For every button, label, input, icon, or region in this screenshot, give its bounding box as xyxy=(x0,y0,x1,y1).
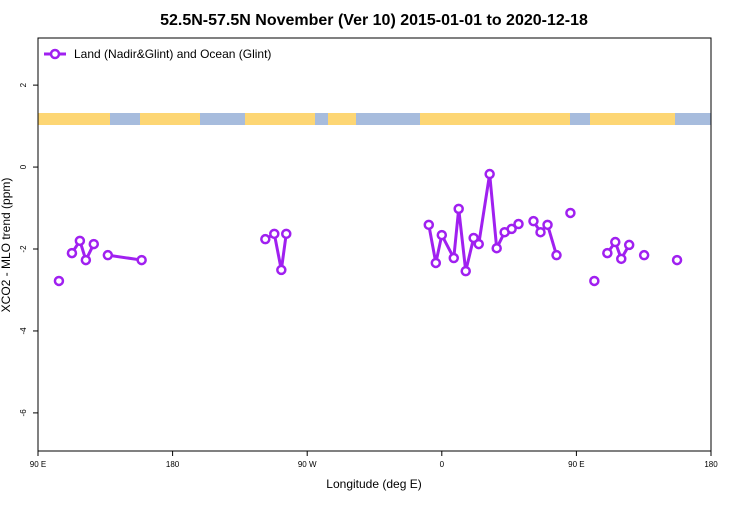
data-point xyxy=(102,249,114,261)
data-point xyxy=(551,249,562,261)
land-band xyxy=(245,113,315,125)
data-point xyxy=(66,247,78,259)
data-point xyxy=(88,238,100,250)
series-line xyxy=(72,174,677,271)
data-point xyxy=(589,275,600,287)
data-point xyxy=(623,239,635,251)
data-point xyxy=(491,242,502,254)
data-point xyxy=(136,254,147,266)
x-tick-label: 0 xyxy=(440,460,445,469)
legend-label: Land (Nadir&Glint) and Ocean (Glint) xyxy=(74,47,271,61)
y-tick-label: -4 xyxy=(19,327,28,335)
data-point xyxy=(565,207,576,219)
data-point xyxy=(80,254,92,266)
data-point xyxy=(453,203,464,215)
data-point xyxy=(436,229,448,241)
y-tick-label: 0 xyxy=(19,164,28,169)
data-point xyxy=(281,228,292,240)
data-point xyxy=(638,249,650,261)
legend-marker xyxy=(49,48,61,60)
data-point xyxy=(74,235,86,247)
data-point xyxy=(448,252,460,264)
data-point xyxy=(484,168,495,180)
x-axis-label: Longitude (deg E) xyxy=(326,477,421,491)
data-point xyxy=(616,253,627,265)
data-point xyxy=(276,264,287,276)
land-band xyxy=(38,113,110,125)
data-point xyxy=(473,238,484,250)
plot-frame xyxy=(37,37,712,452)
x-tick-label: 90 E xyxy=(30,460,46,469)
data-point xyxy=(269,228,280,240)
data-point xyxy=(542,219,553,231)
data-point xyxy=(610,236,621,248)
y-tick-label: -2 xyxy=(19,245,28,253)
land-ocean-strip xyxy=(38,113,711,125)
data-point xyxy=(506,223,517,235)
x-tick-label: 180 xyxy=(166,460,180,469)
data-point xyxy=(260,233,271,245)
x-tick-label: 90 W xyxy=(298,460,317,469)
y-tick-label: -6 xyxy=(19,409,28,417)
data-point xyxy=(430,257,442,269)
data-point xyxy=(513,218,524,230)
chart-title: 52.5N-57.5N November (Ver 10) 2015-01-01… xyxy=(160,12,588,29)
y-tick-label: 2 xyxy=(19,82,28,87)
land-band xyxy=(590,113,675,125)
land-band xyxy=(328,113,356,125)
x-tick-label: 180 xyxy=(704,460,718,469)
y-axis-label: XCO2 - MLO trend (ppm) xyxy=(0,178,13,313)
data-point xyxy=(53,275,65,287)
data-point xyxy=(423,219,435,231)
data-point xyxy=(671,254,683,266)
data-point xyxy=(460,265,471,277)
data-point xyxy=(535,226,546,238)
land-band xyxy=(420,113,570,125)
data-point xyxy=(602,247,613,259)
data-point xyxy=(528,215,539,227)
x-tick-label: 90 E xyxy=(568,460,584,469)
land-band xyxy=(140,113,200,125)
